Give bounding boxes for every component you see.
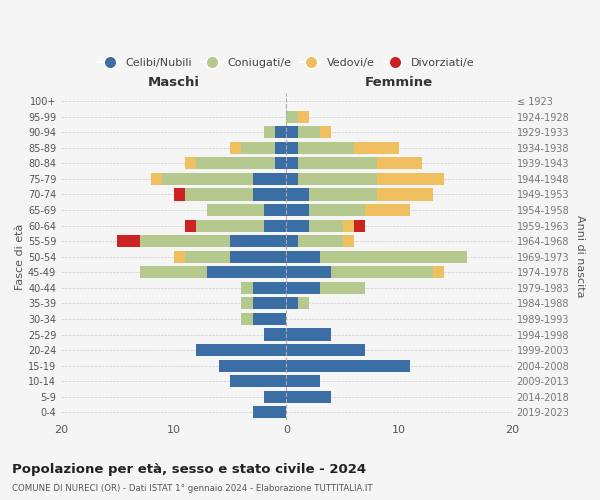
Text: Popolazione per età, sesso e stato civile - 2024: Popolazione per età, sesso e stato civil…: [12, 462, 366, 475]
Bar: [230, 250, 286, 263]
Bar: [377, 158, 422, 170]
Bar: [275, 158, 286, 170]
Bar: [230, 142, 241, 154]
Bar: [208, 266, 286, 278]
Bar: [230, 235, 286, 247]
Bar: [163, 173, 253, 185]
Bar: [264, 390, 286, 403]
Bar: [354, 220, 365, 232]
Bar: [320, 282, 365, 294]
Bar: [309, 204, 365, 216]
Bar: [286, 126, 298, 138]
Bar: [286, 250, 320, 263]
Bar: [196, 344, 286, 356]
Text: Femmine: Femmine: [365, 76, 433, 88]
Bar: [275, 142, 286, 154]
Bar: [298, 110, 309, 123]
Bar: [140, 235, 230, 247]
Bar: [286, 344, 365, 356]
Bar: [173, 188, 185, 200]
Bar: [253, 188, 286, 200]
Bar: [343, 220, 354, 232]
Bar: [298, 158, 377, 170]
Bar: [264, 220, 286, 232]
Bar: [264, 204, 286, 216]
Bar: [286, 220, 309, 232]
Bar: [286, 282, 320, 294]
Bar: [219, 360, 286, 372]
Bar: [185, 250, 230, 263]
Bar: [173, 250, 185, 263]
Bar: [286, 390, 331, 403]
Bar: [286, 298, 298, 310]
Bar: [365, 204, 410, 216]
Bar: [264, 126, 275, 138]
Y-axis label: Fasce di età: Fasce di età: [15, 224, 25, 290]
Bar: [185, 220, 196, 232]
Bar: [298, 235, 343, 247]
Bar: [286, 266, 331, 278]
Bar: [354, 142, 399, 154]
Bar: [298, 173, 377, 185]
Bar: [286, 235, 298, 247]
Bar: [286, 204, 309, 216]
Y-axis label: Anni di nascita: Anni di nascita: [575, 216, 585, 298]
Bar: [196, 220, 264, 232]
Bar: [118, 235, 140, 247]
Bar: [377, 173, 444, 185]
Bar: [253, 282, 286, 294]
Bar: [230, 375, 286, 388]
Bar: [241, 313, 253, 325]
Bar: [433, 266, 444, 278]
Bar: [286, 360, 410, 372]
Bar: [185, 158, 196, 170]
Bar: [253, 406, 286, 418]
Bar: [286, 328, 331, 340]
Text: COMUNE DI NURECI (OR) - Dati ISTAT 1° gennaio 2024 - Elaborazione TUTTITALIA.IT: COMUNE DI NURECI (OR) - Dati ISTAT 1° ge…: [12, 484, 373, 493]
Bar: [286, 375, 320, 388]
Bar: [298, 298, 309, 310]
Bar: [286, 188, 309, 200]
Bar: [241, 282, 253, 294]
Bar: [264, 328, 286, 340]
Bar: [377, 188, 433, 200]
Bar: [331, 266, 433, 278]
Bar: [309, 220, 343, 232]
Bar: [309, 188, 377, 200]
Bar: [241, 142, 275, 154]
Bar: [151, 173, 163, 185]
Bar: [208, 204, 264, 216]
Bar: [343, 235, 354, 247]
Text: Maschi: Maschi: [148, 76, 200, 88]
Bar: [196, 158, 275, 170]
Bar: [253, 173, 286, 185]
Bar: [286, 173, 298, 185]
Legend: Celibi/Nubili, Coniugati/e, Vedovi/e, Divorziati/e: Celibi/Nubili, Coniugati/e, Vedovi/e, Di…: [94, 53, 479, 72]
Bar: [275, 126, 286, 138]
Bar: [298, 126, 320, 138]
Bar: [320, 126, 331, 138]
Bar: [253, 298, 286, 310]
Bar: [286, 142, 298, 154]
Bar: [241, 298, 253, 310]
Bar: [140, 266, 208, 278]
Bar: [286, 110, 298, 123]
Bar: [298, 142, 354, 154]
Bar: [253, 313, 286, 325]
Bar: [286, 158, 298, 170]
Bar: [320, 250, 467, 263]
Bar: [185, 188, 253, 200]
